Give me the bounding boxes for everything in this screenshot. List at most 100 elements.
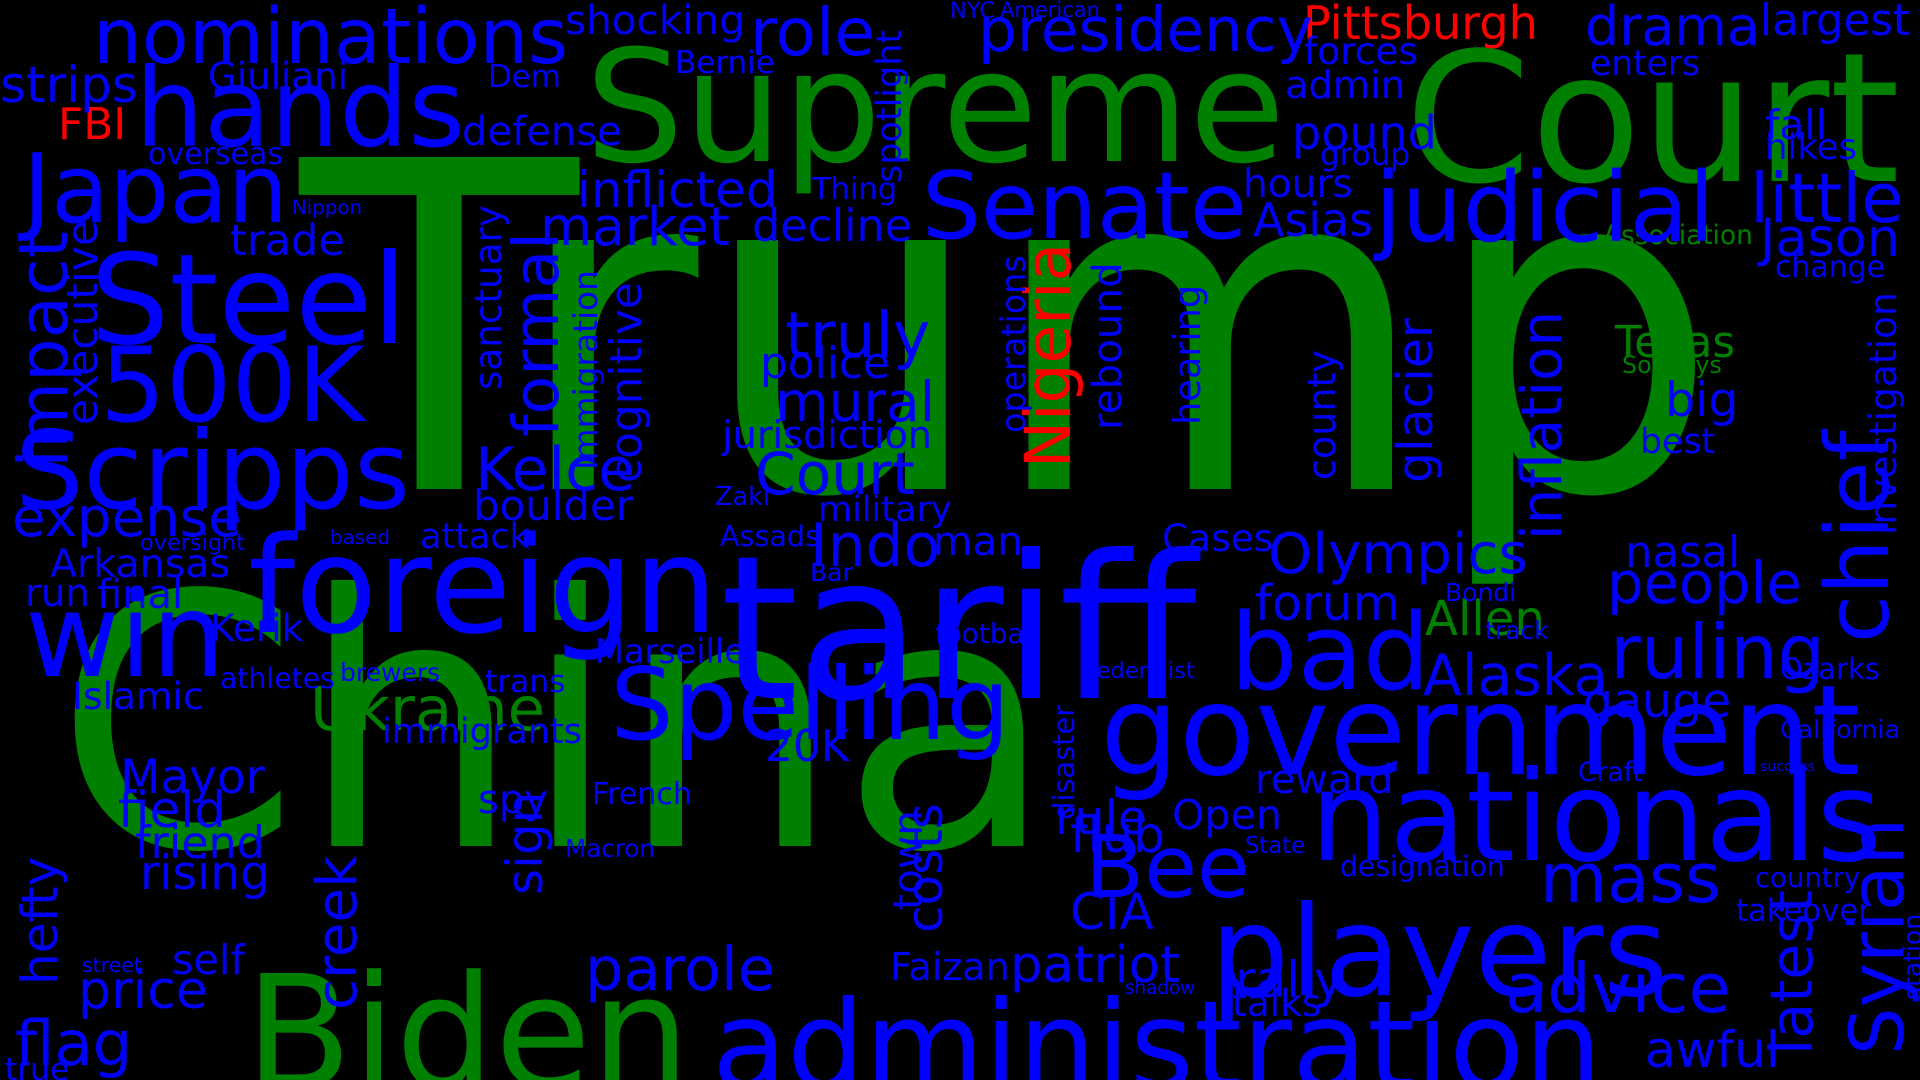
word-kelce: Kelce [475, 435, 636, 505]
word-spy: spy [478, 777, 548, 823]
word-change: change [1775, 250, 1886, 285]
word-indo: Indo [810, 511, 941, 581]
word-forum: forum [1255, 576, 1400, 632]
word-olympics: Olympics [1268, 522, 1528, 587]
word-trump: Trump [300, 67, 1720, 597]
word-kerik: Kerik [210, 606, 304, 650]
word-500k: 500K [100, 326, 365, 446]
word-asias: Asias [1253, 193, 1374, 247]
word-bernie: Bernie [675, 45, 775, 81]
word-biden: Biden [245, 942, 691, 1080]
word-cases: Cases [1162, 516, 1274, 560]
word-assads: Assads [720, 519, 820, 553]
word-nationals: nationals [1310, 745, 1882, 890]
word-court: Court [755, 440, 915, 508]
word-faizan: Faizan [890, 945, 1010, 989]
word-craft: Craft [1578, 757, 1643, 788]
word-american: American [1000, 0, 1100, 22]
word-run: run [25, 571, 90, 616]
word-nominations: nominations [93, 0, 569, 82]
word-parole: parole [585, 935, 776, 1005]
word-20k: 20K [765, 721, 850, 772]
word-california: California [1780, 715, 1901, 744]
word-supreme: Supreme [585, 16, 1286, 198]
word-cia: CIA [1070, 883, 1154, 941]
word-man: man [933, 517, 1023, 565]
word-track: track [1485, 616, 1549, 645]
word-hours: hours [1243, 162, 1353, 207]
word-operations: operations [994, 255, 1033, 433]
word-rising: rising [140, 846, 271, 901]
word-pittsburgh: Pittsburgh [1303, 0, 1538, 50]
word-admin: admin [1285, 63, 1405, 108]
word-boulder: boulder [473, 481, 633, 530]
word-executive: executive [58, 220, 107, 425]
word-state: State [1245, 833, 1306, 859]
word-tariff: tariff [720, 513, 1197, 746]
word-win: win [25, 570, 225, 704]
word-rebound: rebound [1083, 262, 1131, 430]
word-arkansas: Arkansas [50, 541, 231, 587]
word-shadow: shadow [1125, 978, 1196, 999]
word-decline: decline [752, 201, 913, 252]
word-jurisdiction: jurisdiction [722, 414, 933, 458]
word-oversight: oversight [140, 530, 245, 556]
word-awful: awful [1645, 1021, 1780, 1079]
word-dem: Dem [488, 59, 561, 95]
word-reward: reward [1255, 757, 1394, 803]
word-rally: rally [1235, 951, 1344, 1009]
word-attack: attack [420, 517, 530, 557]
word-little: little [1750, 159, 1904, 239]
word-nyc: NYC [950, 0, 996, 24]
word-investigation: investigation [1861, 292, 1905, 535]
word-immigrants: immigrants [382, 712, 582, 752]
word-big: big [1665, 373, 1739, 428]
word-nippon: Nippon [292, 196, 363, 219]
word-true: true [5, 1052, 70, 1080]
word-overseas: overseas [148, 137, 283, 172]
word-macron: Macron [565, 834, 656, 863]
word-zaki: Zaki [715, 482, 770, 512]
word-final: final [97, 572, 184, 618]
word-spotlight: spotlight [870, 29, 910, 183]
word-county: county [1300, 350, 1344, 480]
word-steel: Steel [90, 228, 407, 373]
word-price: price [78, 961, 208, 1021]
word-takeover: takeover [1736, 894, 1871, 929]
word-trans: trans [485, 664, 566, 700]
word-shocking: shocking [565, 0, 745, 44]
word-trade: trade [230, 216, 345, 266]
word-thing: Thing [812, 172, 898, 207]
word-scripps: Scripps [15, 409, 410, 534]
word-bad: bad [1230, 591, 1431, 715]
word-french: French [592, 777, 693, 812]
word-nasal: nasal [1625, 528, 1741, 578]
word-group: group [1320, 137, 1411, 173]
word-advice: advice [1505, 949, 1731, 1029]
word-allen: Allen [1425, 591, 1545, 647]
word-ukraine: Ukraine [310, 674, 546, 745]
word-federalist: Federalist [1085, 658, 1195, 684]
word-inflation: inflation [1510, 310, 1575, 540]
word-presidency: presidency [978, 0, 1313, 66]
word-based: based [330, 526, 391, 549]
word-spelling: Spelling [610, 646, 1010, 763]
word-judicial: judicial [1375, 152, 1716, 264]
word-enters: enters [1590, 44, 1701, 84]
word-islamic: Islamic [72, 674, 204, 718]
word-bondi: Bondi [1445, 578, 1517, 607]
word-fall: fall [1765, 101, 1828, 149]
word-court: Court [1405, 15, 1900, 224]
word-japan: Japan [23, 135, 288, 245]
word-inflicted: inflicted [577, 161, 778, 219]
word-creek: creek [305, 855, 370, 1010]
word-market: market [540, 195, 730, 258]
word-formal: formal [499, 232, 573, 437]
word-gauge: gauge [1583, 674, 1732, 729]
word-role: role [750, 0, 876, 71]
word-best: best [1640, 422, 1716, 462]
word-station: station [1898, 913, 1920, 1000]
word-self: self [172, 936, 245, 984]
word-expense: expense [12, 485, 242, 549]
word-talks: talks [1232, 981, 1322, 1025]
